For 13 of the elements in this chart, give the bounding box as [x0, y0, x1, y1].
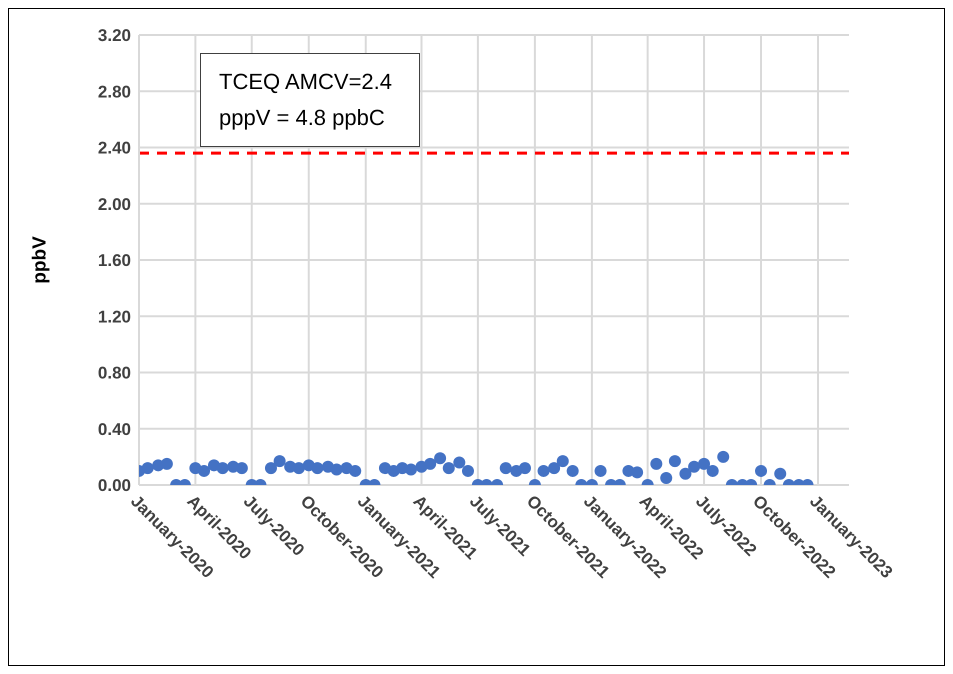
- y-tick-label: 0.40: [98, 420, 131, 439]
- y-tick-label: 0.00: [98, 476, 131, 496]
- y-tick-label: 1.60: [98, 251, 131, 270]
- y-tick-label: 0.80: [98, 364, 131, 383]
- y-tick-label: 3.20: [98, 26, 131, 46]
- annotation: TCEQ AMCV=2.4: [219, 68, 394, 96]
- y-tick-label: 1.20: [98, 307, 131, 326]
- annotation: pppV = 4.8 ppbC: [219, 104, 386, 132]
- y-tick-label: 2.80: [98, 82, 131, 102]
- y-tick-label: 2.40: [98, 138, 131, 158]
- y-axis-title: ppbV: [30, 236, 51, 284]
- text-box: TCEQ AMCV=2.4 pppV = 4.8 ppbC: [200, 53, 420, 147]
- y-tick-label: 2.00: [98, 194, 131, 214]
